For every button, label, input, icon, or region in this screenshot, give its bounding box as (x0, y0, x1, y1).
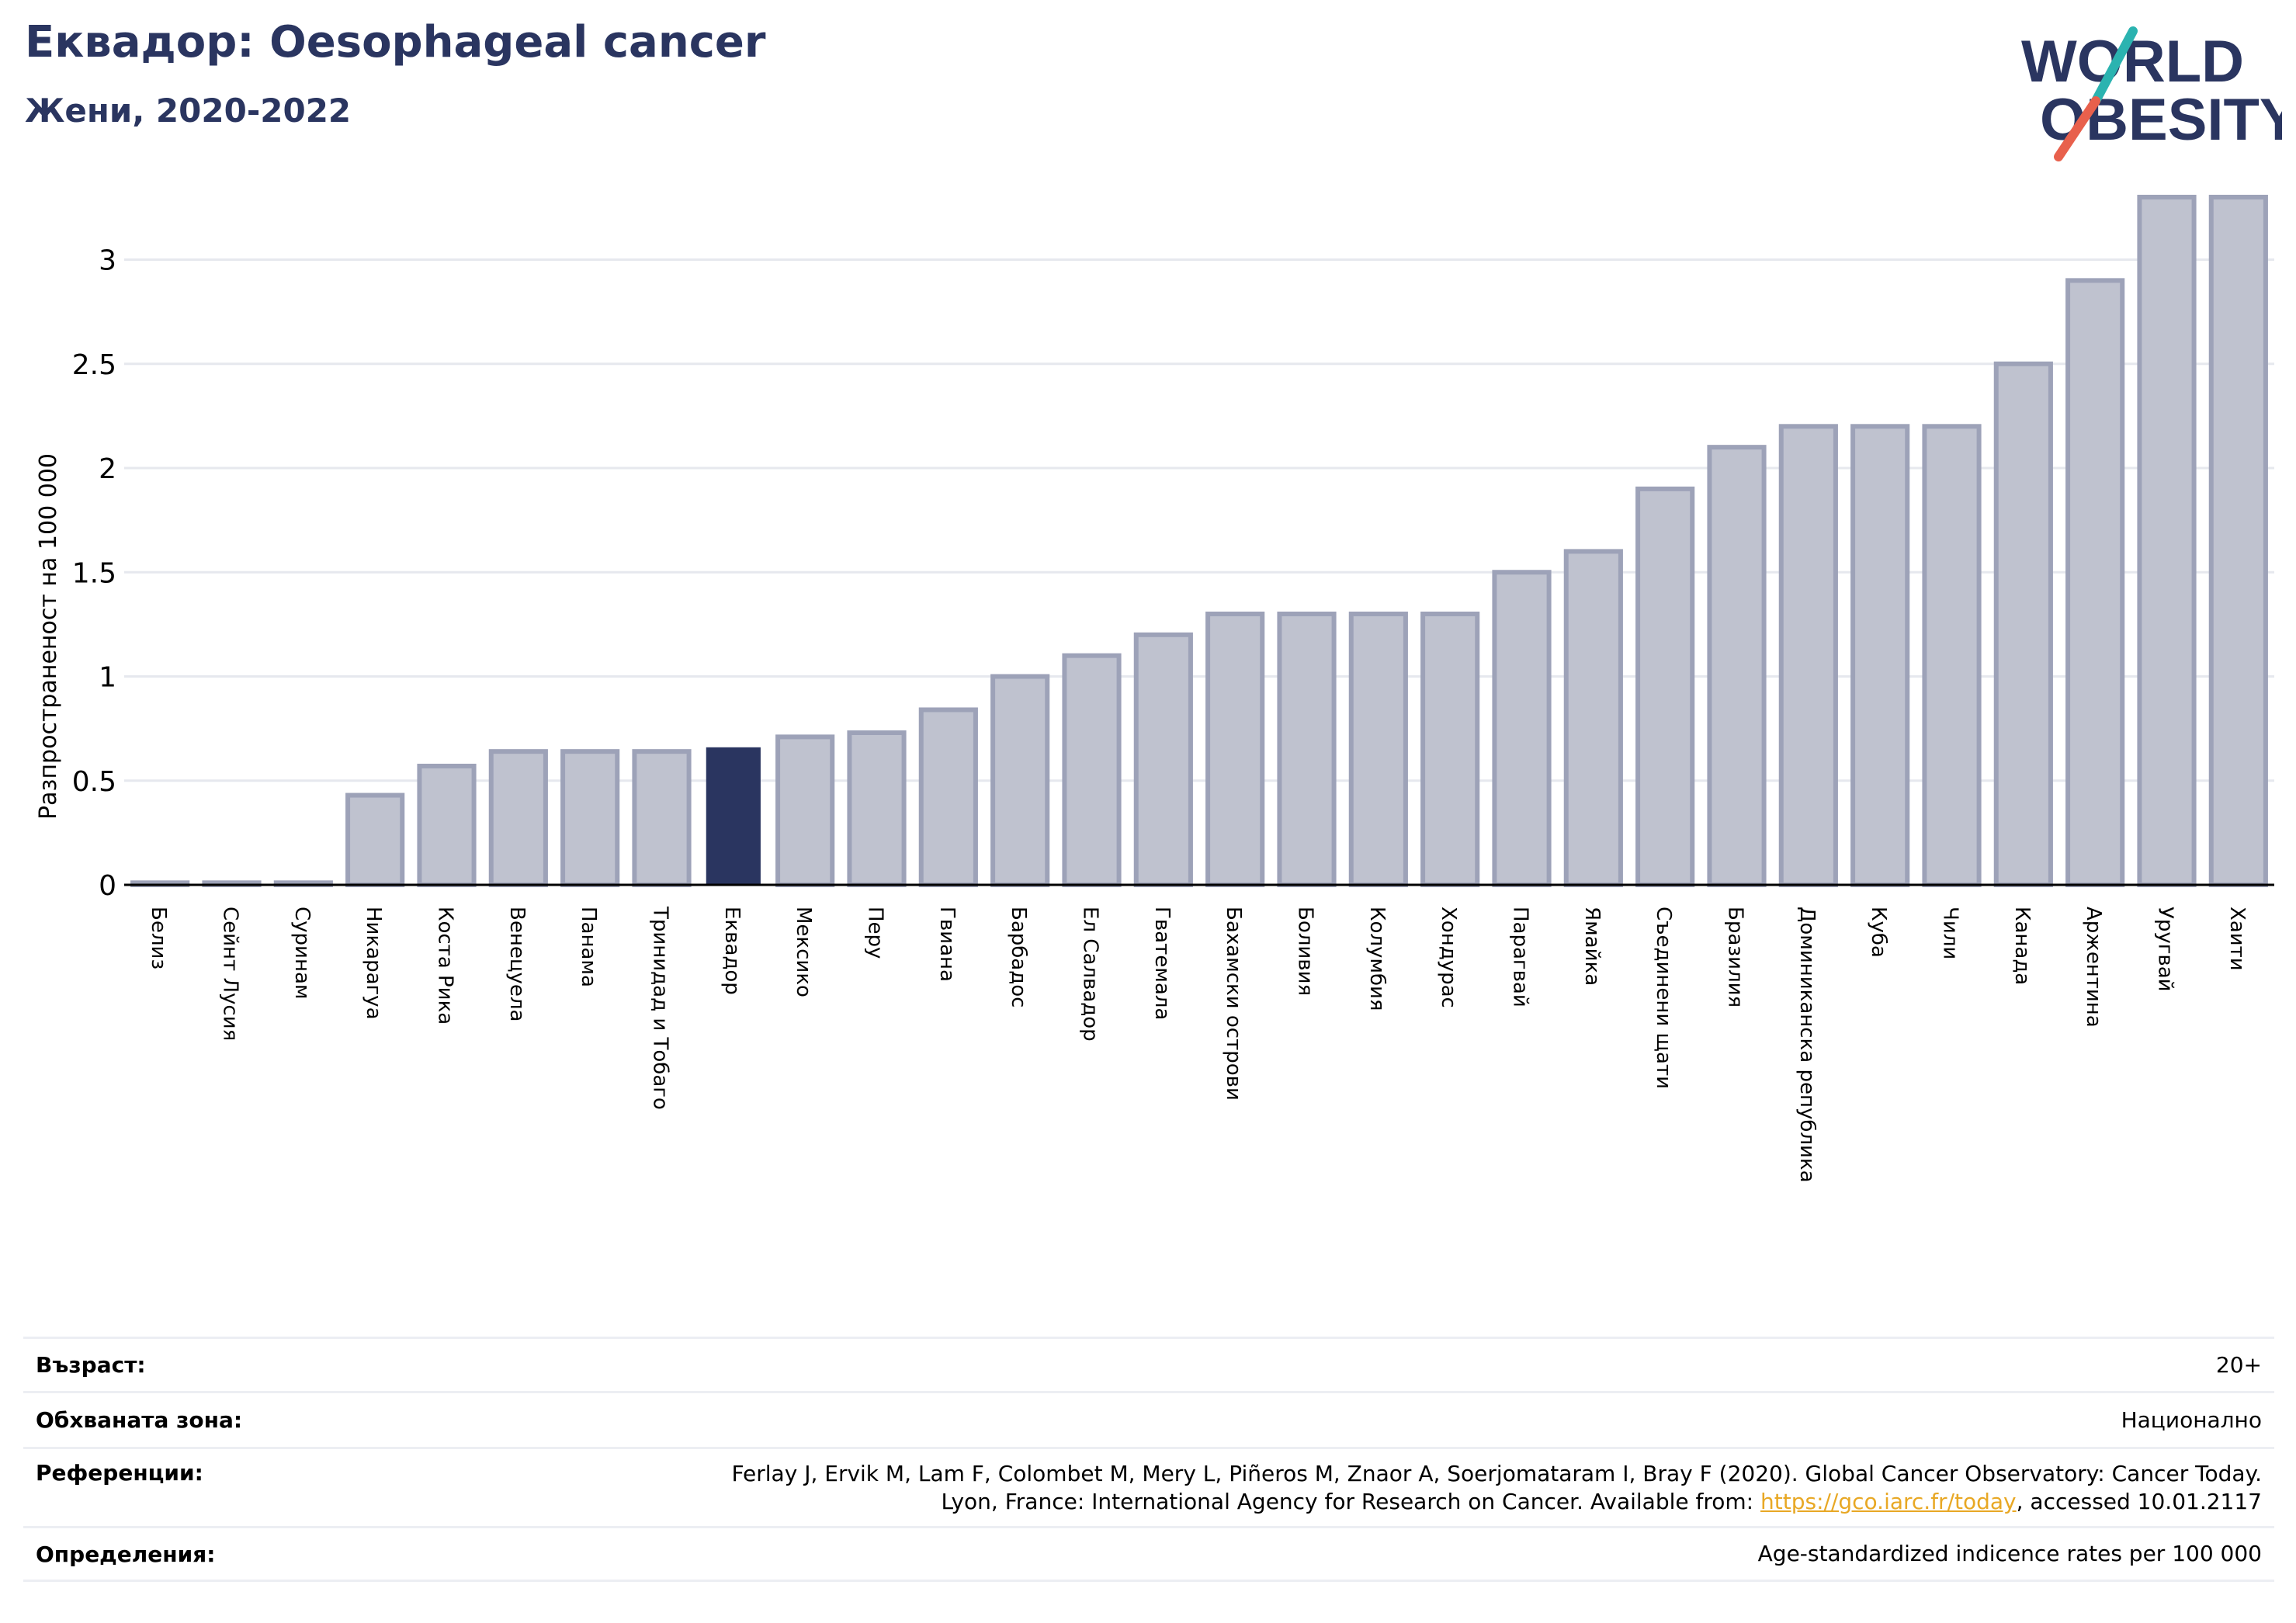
references-line-2-suffix: , accessed 10.01.2117 (2016, 1489, 2262, 1514)
y-tick-label: 2.5 (72, 349, 116, 381)
x-tick-labels: Белиз Сейнт Лусия Суринам Никарагуа Коста Ри… (147, 906, 2249, 1183)
age-value: 20+ (2215, 1351, 2262, 1378)
x-tick-label: Колумбия (1365, 907, 1389, 1011)
y-tick-label: 1.5 (72, 557, 116, 589)
x-tick-label: Гватемала (1150, 907, 1174, 1020)
bar (632, 749, 692, 887)
x-tick-label: Аржентина (2082, 907, 2105, 1028)
x-tick-label: Ел Салвадор (1079, 907, 1102, 1042)
x-tick-label: Уругвай (2154, 907, 2177, 992)
x-tick-label: Ямайка (1580, 907, 1604, 986)
bar (2208, 194, 2268, 887)
bar (1993, 361, 2053, 887)
y-tick-label: 0 (99, 870, 116, 902)
x-tick-label: Парагвай (1509, 907, 1532, 1007)
x-tick-label: Панама (577, 907, 600, 987)
info-table: Възраст: 20+ Обхваната зона: Национално … (23, 1337, 2274, 1582)
bar-chart: 0 0.5 1 1.5 2 2.5 3 Белиз Сейнт Лусия Суринам Ник… (35, 194, 2274, 1183)
grid-lines (124, 258, 2274, 782)
bar (1133, 632, 1193, 887)
bar (1420, 611, 1480, 887)
x-tick-label: Доминиканска република (1795, 907, 1819, 1183)
bar (775, 734, 835, 887)
references-value: Ferlay J, Ervik M, Lam F, Colombet M, Me… (731, 1460, 2262, 1516)
x-tick-label: Бразилия (1724, 907, 1747, 1007)
references-line-2-prefix: Lyon, France: International Agency for R… (941, 1489, 1760, 1514)
bar (1635, 486, 1695, 887)
bar (2065, 278, 2125, 888)
x-tick-label: Перу (864, 907, 887, 959)
definitions-value: Age-standardized indicence rates per 100… (1757, 1541, 2262, 1566)
world-obesity-logo: WORLD OBESITY (2021, 26, 2282, 161)
x-tick-label: Венецуела (505, 907, 529, 1021)
references-line-2: Lyon, France: International Agency for R… (731, 1488, 2262, 1516)
chart-subtitle: Жени, 2020-2022 (25, 92, 352, 130)
area-label: Обхваната зона: (36, 1407, 243, 1433)
x-tick-label: Мексико (792, 907, 815, 997)
logo-slash-top (2091, 26, 2138, 106)
bar-highlighted (706, 747, 761, 885)
x-tick-label: Хаити (2225, 907, 2249, 971)
y-tick-label: 1 (99, 662, 116, 694)
x-tick-label: Коста Рика (434, 907, 457, 1025)
logo-slash-bottom (2054, 96, 2100, 161)
info-row-references: Референции: Ferlay J, Ervik M, Lam F, Co… (23, 1447, 2274, 1526)
x-tick-label: Боливия (1294, 907, 1317, 996)
bar (990, 674, 1050, 887)
x-tick-label: Сейнт Лусия (219, 907, 242, 1041)
x-tick-label: Барбадос (1007, 907, 1030, 1007)
bar (847, 730, 907, 887)
info-row-definitions: Определения: Age-standardized indicence … (23, 1526, 2274, 1582)
x-tick-label: Гвиана (935, 907, 959, 982)
bar (1850, 424, 1910, 887)
bar (1707, 445, 1767, 887)
bar (1922, 424, 1982, 887)
info-row-age: Възраст: 20+ (23, 1337, 2274, 1391)
x-tick-label: Чили (1939, 907, 1962, 959)
y-tick-labels: 0 0.5 1 1.5 2 2.5 3 (72, 245, 116, 903)
area-value: Национално (2121, 1406, 2262, 1433)
bar (1205, 611, 1265, 887)
bar (1277, 611, 1337, 887)
x-tick-label: Бахамски острови (1222, 907, 1245, 1101)
y-axis-label: Разпространеност на 100 000 (35, 453, 62, 820)
y-tick-label: 0.5 (72, 766, 116, 798)
bar (2137, 194, 2197, 887)
references-line-1: Ferlay J, Ervik M, Lam F, Colombet M, Me… (731, 1461, 2262, 1486)
info-row-area: Обхваната зона: Национално (23, 1391, 2274, 1447)
x-tick-label: Хондурас (1437, 907, 1460, 1008)
bar (1492, 570, 1552, 887)
y-tick-label: 3 (99, 245, 116, 277)
bar (345, 792, 405, 888)
age-label: Възраст: (36, 1352, 146, 1378)
chart-title: Еквадор: Oesophageal cancer (25, 17, 766, 68)
x-tick-label: Суринам (290, 907, 314, 1000)
references-link[interactable]: https://gco.iarc.fr/today (1760, 1489, 2017, 1514)
bar (560, 749, 620, 887)
x-tick-label: Еквадор (720, 907, 744, 995)
bar (488, 749, 548, 887)
bar (1062, 653, 1122, 888)
x-tick-label: Белиз (147, 907, 170, 969)
y-tick-label: 2 (99, 453, 116, 485)
bar (1778, 424, 1838, 887)
bar (417, 763, 477, 888)
references-label: Референции: (36, 1460, 203, 1486)
bar (1563, 549, 1623, 888)
bar (1348, 611, 1408, 887)
x-tick-label: Тринидад и Тобаго (649, 906, 672, 1110)
definitions-label: Определения: (36, 1541, 216, 1567)
x-tick-label: Никарагуа (362, 907, 385, 1020)
x-tick-label: Куба (1867, 907, 1890, 958)
x-tick-label: Канада (2010, 907, 2034, 985)
x-tick-label: Съединени щати (1652, 907, 1675, 1089)
bar (918, 707, 978, 888)
